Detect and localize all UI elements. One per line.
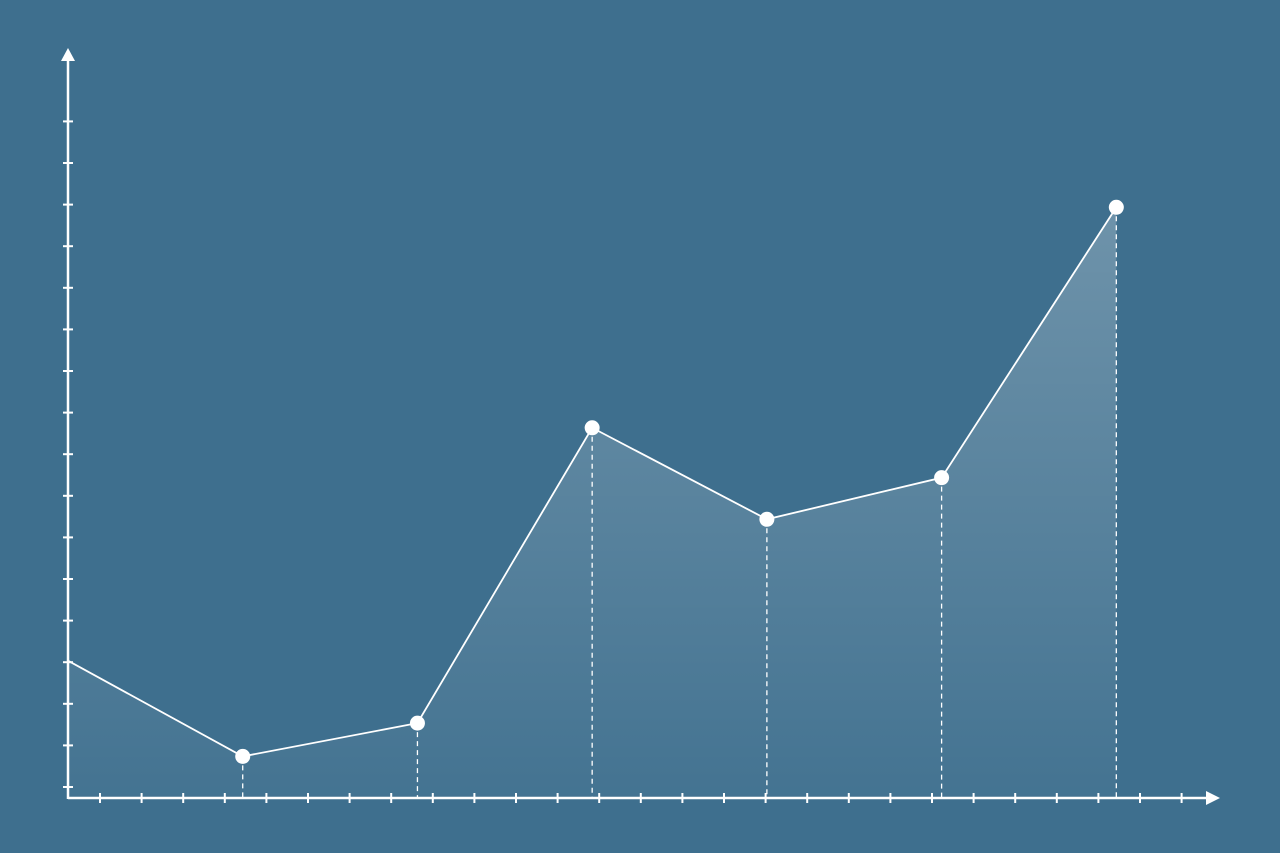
data-point [235,748,251,764]
data-point [409,715,425,731]
data-point [934,470,950,486]
data-point [759,511,775,527]
data-point [584,420,600,436]
y-axis-arrow [61,48,75,61]
x-axis-arrow [1206,791,1220,805]
data-point [1108,199,1124,215]
